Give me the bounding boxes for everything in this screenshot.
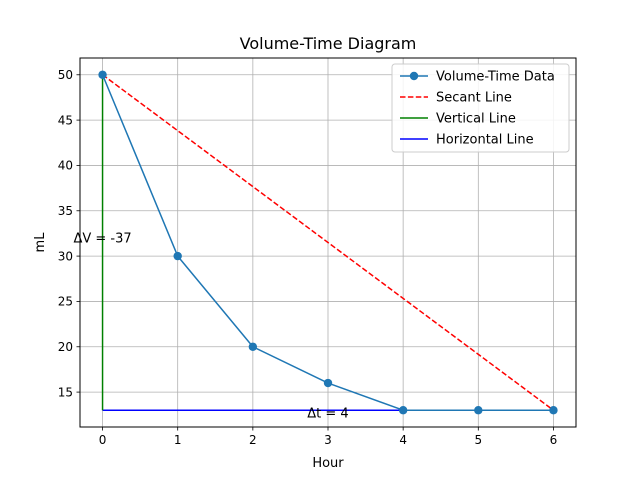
annotation-label: Δt = 4 [307, 406, 348, 421]
x-tick-label: 4 [399, 433, 407, 447]
x-tick-label: 2 [249, 433, 257, 447]
legend: Volume-Time Data Secant Line Vertical Line… [391, 63, 570, 153]
x-tick-label: 3 [324, 433, 332, 447]
data-point [173, 251, 182, 261]
x-axis-label: Hour [312, 456, 344, 471]
y-tick-label: 45 [58, 113, 73, 127]
data-point [398, 406, 408, 415]
x-tick-label: 5 [474, 433, 482, 447]
data-point [248, 342, 258, 351]
x-tick-label: 6 [550, 433, 558, 447]
y-tick-label: 15 [58, 385, 73, 399]
annotation-label: ΔV = -37 [73, 232, 131, 247]
y-tick-label: 50 [58, 68, 73, 82]
chart-title: Volume-Time Diagram [240, 34, 417, 53]
y-tick-label: 20 [58, 340, 73, 354]
y-tick-label: 30 [58, 249, 73, 263]
series-layer [98, 70, 558, 415]
x-tick-label: 0 [99, 433, 107, 447]
grid-lines [80, 58, 576, 427]
y-tick-label: 40 [58, 159, 73, 173]
secant-line-line [102, 74, 554, 411]
y-axis-label: mL [33, 232, 48, 253]
legend-entry: Vertical Line [436, 112, 516, 127]
legend-entry: Secant Line [436, 91, 512, 106]
y-tick-label: 25 [58, 295, 73, 309]
data-point [474, 406, 483, 415]
x-tick-label: 1 [174, 433, 182, 447]
data-point [98, 70, 107, 79]
legend-box [391, 63, 570, 153]
data-point [549, 406, 558, 415]
y-tick-label: 35 [58, 204, 73, 218]
annotations: ΔV = -37 Δt = 4 [73, 232, 348, 422]
legend-entry: Volume-Time Data [436, 70, 555, 85]
legend-marker [409, 71, 419, 81]
legend-entry: Horizontal Line [436, 133, 534, 148]
data-point [323, 378, 333, 388]
